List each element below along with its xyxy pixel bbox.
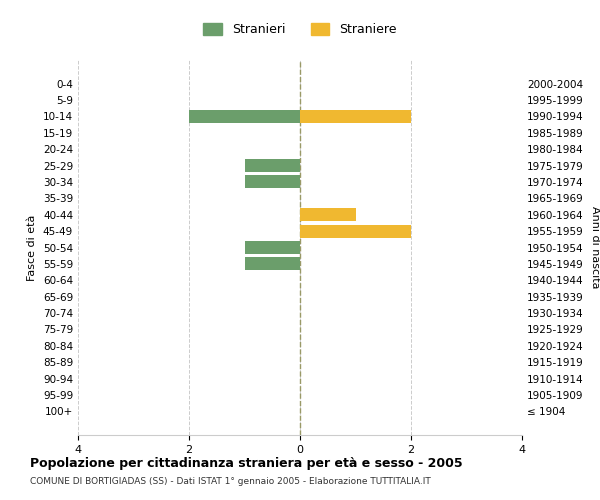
Bar [245, 159, 300, 172]
Bar [245, 176, 300, 188]
Legend: Stranieri, Straniere: Stranieri, Straniere [198, 18, 402, 41]
Y-axis label: Anni di nascita: Anni di nascita [590, 206, 600, 289]
Bar [300, 208, 355, 222]
Bar [300, 110, 411, 123]
Bar [189, 110, 300, 123]
Y-axis label: Fasce di età: Fasce di età [28, 214, 37, 280]
Bar [245, 241, 300, 254]
Bar [245, 258, 300, 270]
Text: COMUNE DI BORTIGIADAS (SS) - Dati ISTAT 1° gennaio 2005 - Elaborazione TUTTITALI: COMUNE DI BORTIGIADAS (SS) - Dati ISTAT … [30, 478, 431, 486]
Bar [300, 224, 411, 237]
Text: Popolazione per cittadinanza straniera per età e sesso - 2005: Popolazione per cittadinanza straniera p… [30, 458, 463, 470]
